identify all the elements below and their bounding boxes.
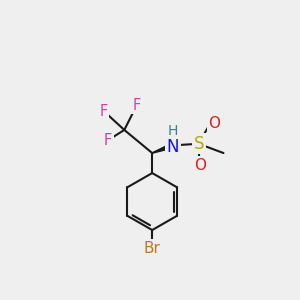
Text: S: S	[194, 135, 204, 153]
Polygon shape	[152, 143, 174, 153]
Text: N: N	[167, 138, 179, 156]
Text: H: H	[168, 124, 178, 139]
Text: F: F	[99, 104, 107, 119]
Text: Br: Br	[144, 241, 160, 256]
Text: O: O	[208, 116, 220, 130]
Text: O: O	[194, 158, 206, 173]
Text: F: F	[104, 133, 112, 148]
Text: F: F	[133, 98, 141, 113]
